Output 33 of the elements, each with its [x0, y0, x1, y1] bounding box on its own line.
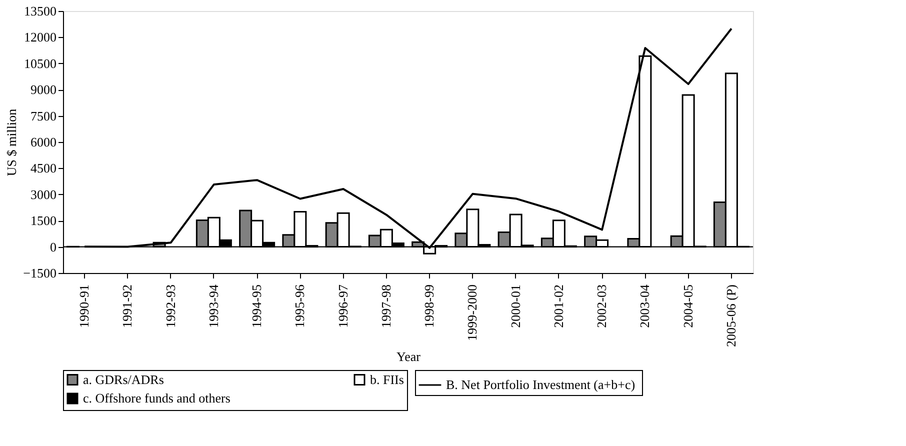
x-tick-label: 2002-03 — [594, 284, 610, 328]
y-axis-title: US $ million — [4, 108, 20, 176]
x-tick-label: 1994-95 — [249, 284, 264, 328]
legend-label: c. Offshore funds and others — [83, 390, 230, 406]
y-tick-label: 6000 — [30, 134, 56, 150]
x-axis-title: Year — [396, 348, 422, 364]
x-tick-label: 1996-97 — [335, 284, 350, 328]
x-tick-label: 1991-92 — [120, 284, 135, 328]
x-tick-label: 2003-04 — [637, 284, 652, 328]
x-tick-label: 1995-96 — [292, 284, 308, 328]
x-tick-label: 2005-06 (P) — [723, 284, 738, 347]
x-tick-label: 2000-01 — [508, 284, 523, 328]
y-tick-label: 0 — [50, 239, 56, 254]
x-tick-label: 1997-98 — [378, 284, 394, 328]
y-tick-label: 4500 — [30, 160, 56, 176]
legend-label: a. GDRs/ADRs — [83, 372, 164, 387]
y-tick-label: 1500 — [30, 213, 56, 228]
x-tick-label: 1999-2000 — [464, 284, 480, 341]
y-tick-label: 9000 — [30, 82, 56, 98]
x-tick-label: 2001-02 — [550, 284, 566, 328]
y-tick-label: −1500 — [23, 266, 56, 280]
x-tick-label: 1990-91 — [76, 284, 92, 328]
x-tick-label: 1992-93 — [162, 284, 178, 328]
x-tick-label: 1993-94 — [206, 284, 221, 328]
y-tick-label: 12000 — [24, 30, 56, 45]
x-tick-label: 1998-99 — [422, 284, 437, 328]
y-tick-label: 7500 — [30, 108, 56, 124]
legend-label: b. FIIs — [370, 372, 404, 387]
x-tick-label: 2004-05 — [680, 284, 696, 328]
y-tick-label: 13500 — [24, 4, 56, 18]
legend-label: B. Net Portfolio Investment (a+b+c) — [446, 377, 636, 392]
y-tick-label: 3000 — [30, 186, 56, 202]
y-tick-label: 10500 — [24, 56, 56, 71]
